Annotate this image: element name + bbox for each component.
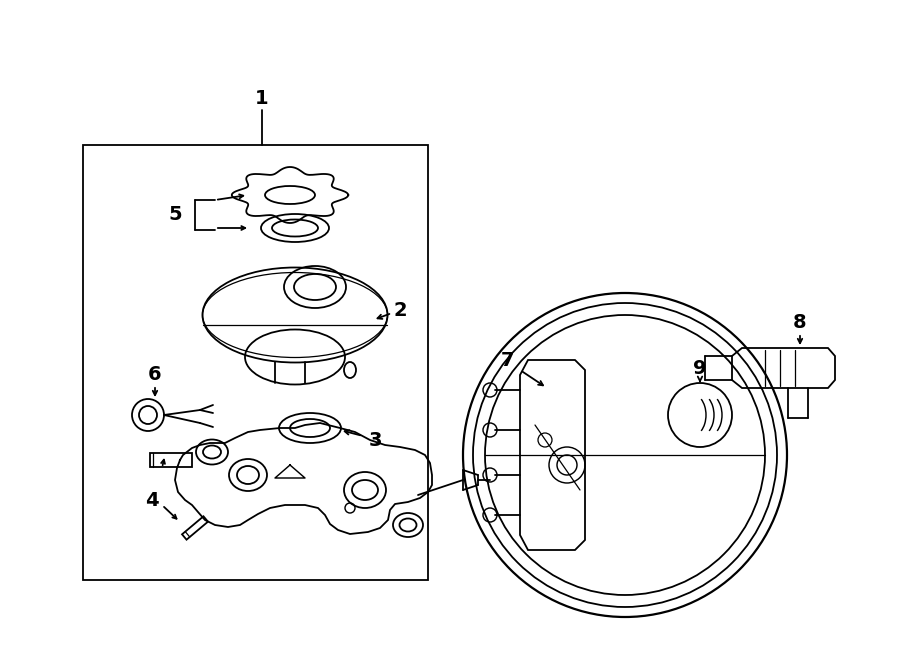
Text: 8: 8 — [793, 313, 806, 332]
Text: 3: 3 — [368, 430, 382, 449]
Text: 5: 5 — [168, 206, 182, 225]
Text: 2: 2 — [393, 301, 407, 319]
Text: 7: 7 — [501, 350, 515, 369]
Text: 1: 1 — [256, 89, 269, 108]
Text: 6: 6 — [148, 366, 162, 385]
Text: 4: 4 — [145, 490, 158, 510]
Text: 9: 9 — [693, 358, 706, 377]
